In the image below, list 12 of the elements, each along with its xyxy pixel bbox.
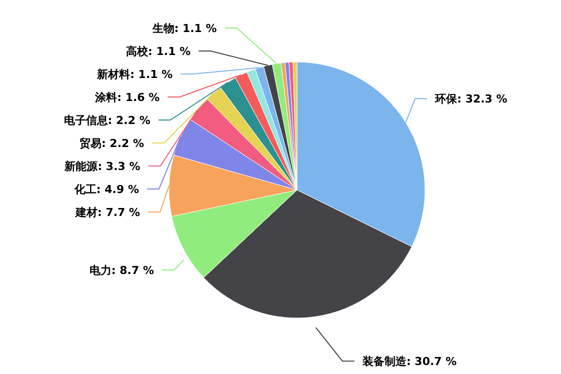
slice-label: 新材料: 1.1 %: [96, 68, 173, 81]
slice-label: 高校: 1.1 %: [126, 44, 191, 58]
slice-label: 建材: 7.7 %: [74, 206, 140, 219]
slice-label: 化工: 4.9 %: [73, 182, 139, 196]
slice-label: 新能源: 3.3 %: [64, 160, 140, 173]
slice-label: 装备制造: 30.7 %: [361, 354, 457, 368]
slice-label: 贸易: 2.2 %: [79, 136, 144, 150]
slice-label: 涂料: 1.6 %: [94, 90, 160, 104]
slice-label: 环保: 32.3 %: [434, 92, 508, 106]
slice-label: 电子信息: 2.2 %: [64, 114, 150, 127]
slice-label: 生物: 1.1 %: [151, 22, 217, 35]
slice-label: 电力: 8.7 %: [89, 264, 154, 277]
